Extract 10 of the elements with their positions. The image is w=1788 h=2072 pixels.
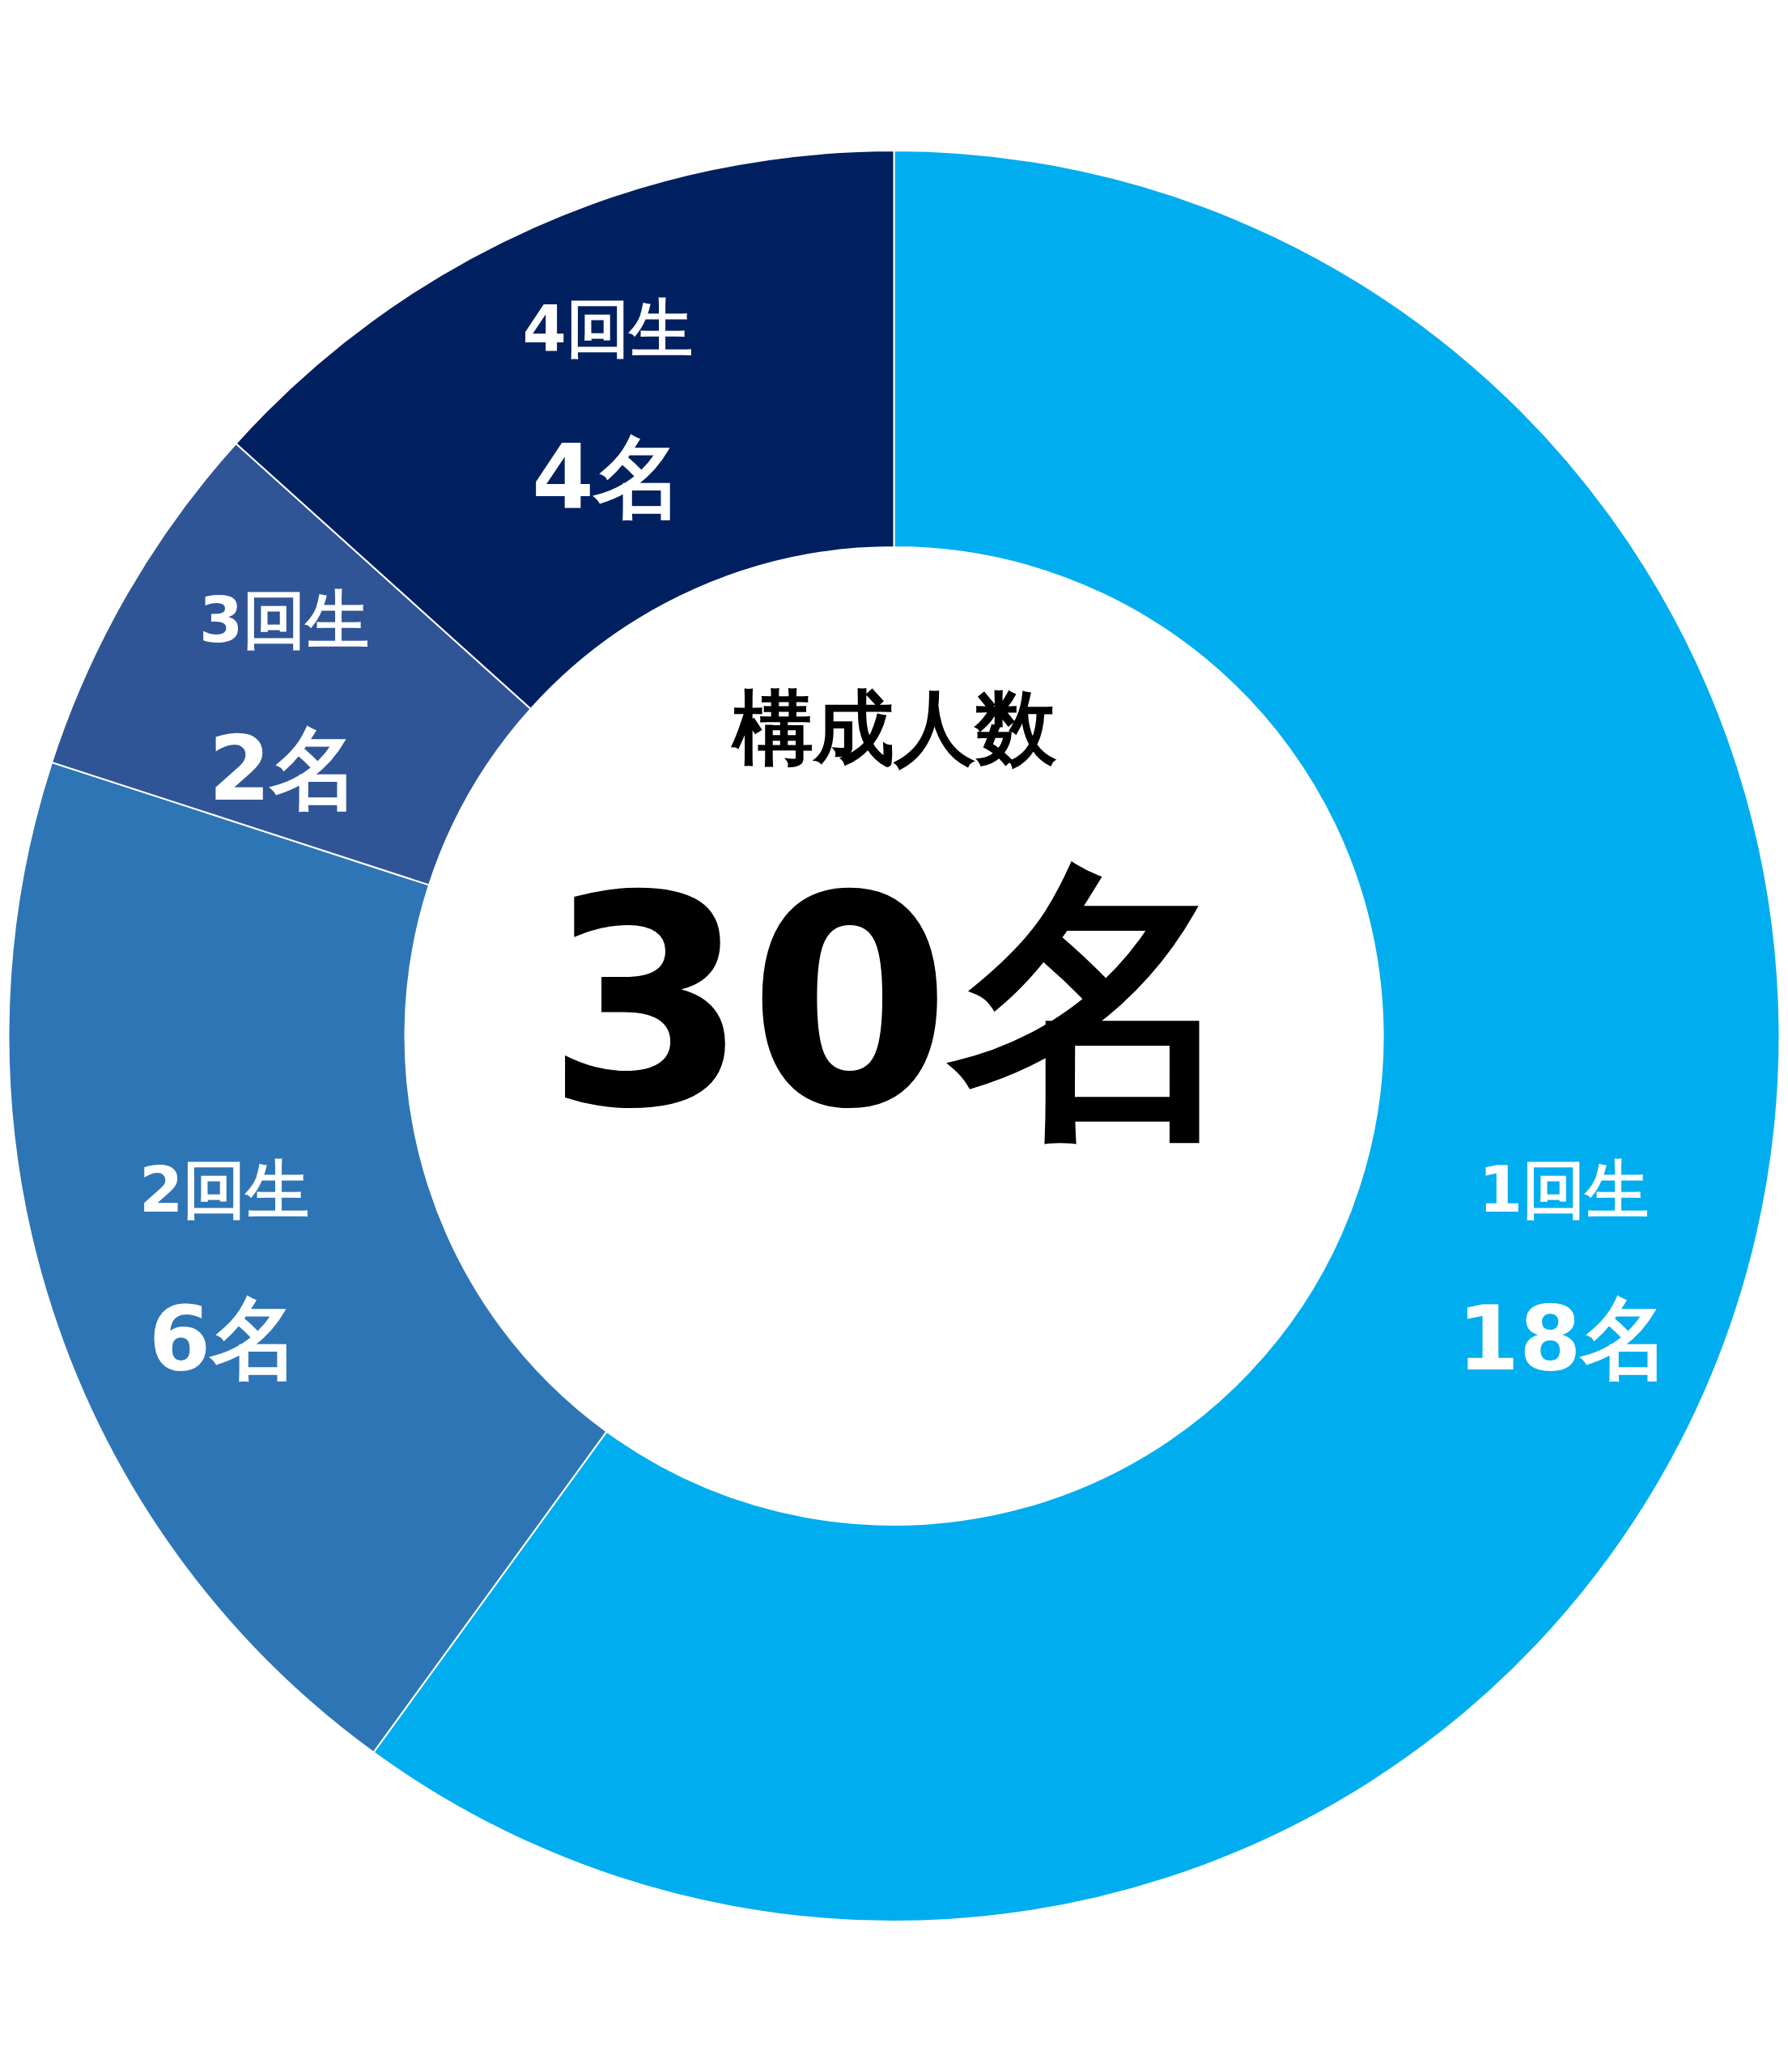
text: 30名: [545, 834, 1243, 1173]
data-label: 2名: [208, 717, 360, 821]
slice-label: 2回生: [138, 1153, 310, 1226]
data-label: 18名: [1457, 1286, 1671, 1391]
data-label: 6名: [148, 1286, 300, 1391]
slice-label: 4回生: [522, 292, 693, 366]
slice-label: 1回生: [1478, 1153, 1650, 1226]
text: 構成人数: [732, 681, 1056, 775]
slice-label: 3回生: [198, 584, 370, 656]
data-label: 4名: [532, 426, 683, 530]
